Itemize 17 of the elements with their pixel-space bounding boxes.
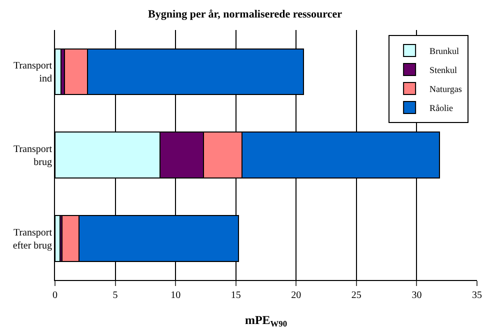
y-tick-label: Transport ind	[13, 60, 52, 85]
x-axis-title: mPE$_{W90}$	[244, 312, 288, 328]
x-tick-label: 15	[230, 290, 241, 301]
y-tick-label: Transport brug	[13, 144, 52, 168]
x-tick-label: 35	[472, 290, 482, 301]
x-tick-label: 5	[112, 290, 118, 301]
x-tick-label: 20	[291, 290, 302, 301]
legend-label: Naturgas	[430, 84, 462, 94]
x-tick-label: 30	[412, 290, 422, 301]
legend-label: Råolie	[430, 103, 454, 114]
x-tick-label: 25	[351, 290, 362, 301]
legend-label: Brunkul	[430, 46, 460, 56]
x-tick-label: 0	[52, 290, 58, 301]
chart-title: Bygning per år, normaliserede ressourcer	[148, 8, 342, 21]
x-tick-label: 10	[170, 290, 181, 301]
y-tick-label: Transport efter brug	[12, 227, 52, 252]
legend-label: Stenkul	[430, 65, 458, 76]
